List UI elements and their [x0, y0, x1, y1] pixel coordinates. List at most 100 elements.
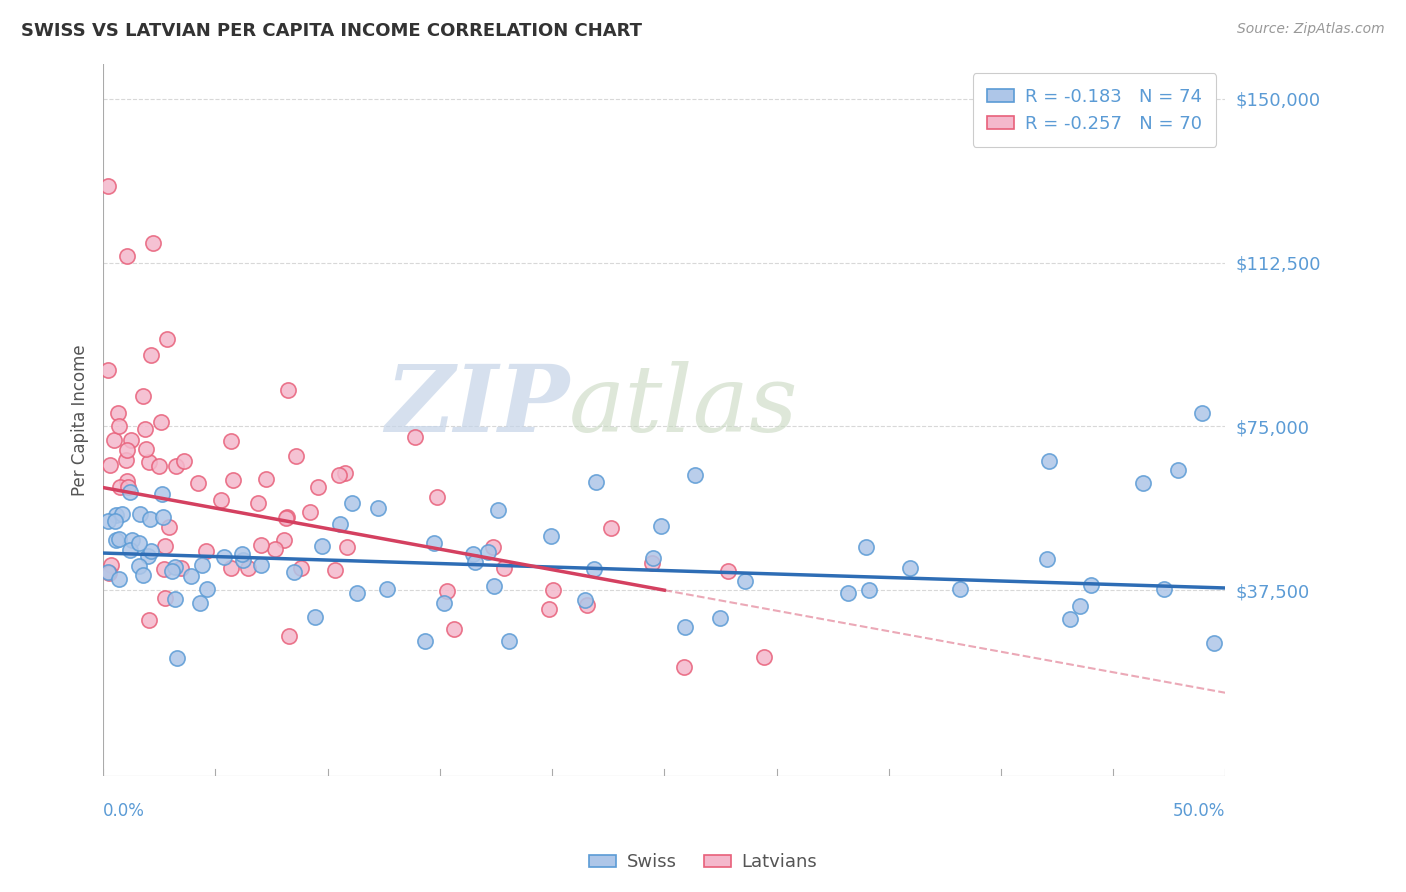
- Point: [191, 558, 214, 572]
- Point: [328, 467, 350, 482]
- Point: [858, 583, 880, 598]
- Point: [346, 586, 368, 600]
- Point: [375, 582, 398, 597]
- Point: [219, 561, 242, 575]
- Point: [170, 560, 193, 574]
- Point: [486, 503, 509, 517]
- Point: [855, 541, 877, 555]
- Point: [108, 572, 131, 586]
- Point: [673, 620, 696, 634]
- Point: [1080, 578, 1102, 592]
- Point: [139, 544, 162, 558]
- Point: [585, 475, 607, 490]
- Point: [423, 536, 446, 550]
- Point: [276, 510, 298, 524]
- Point: [135, 442, 157, 456]
- Point: [105, 533, 128, 548]
- Point: [97, 566, 120, 580]
- Point: [152, 561, 174, 575]
- Point: [173, 454, 195, 468]
- Point: [187, 476, 209, 491]
- Point: [250, 538, 273, 552]
- Point: [231, 547, 253, 561]
- Point: [120, 543, 142, 558]
- Point: [160, 564, 183, 578]
- Text: ZIP: ZIP: [385, 360, 569, 450]
- Point: [1035, 552, 1057, 566]
- Point: [537, 602, 560, 616]
- Point: [134, 422, 156, 436]
- Point: [837, 586, 859, 600]
- Point: [209, 492, 232, 507]
- Point: [340, 496, 363, 510]
- Point: [311, 539, 333, 553]
- Point: [307, 480, 329, 494]
- Point: [1038, 454, 1060, 468]
- Point: [443, 622, 465, 636]
- Point: [298, 505, 321, 519]
- Point: [1059, 612, 1081, 626]
- Point: [195, 582, 218, 597]
- Point: [97, 514, 120, 528]
- Point: [115, 475, 138, 489]
- Point: [481, 541, 503, 555]
- Point: [104, 514, 127, 528]
- Point: [277, 384, 299, 398]
- Point: [150, 415, 173, 429]
- Point: [138, 613, 160, 627]
- Point: [273, 533, 295, 547]
- Point: [600, 520, 623, 534]
- Point: [214, 549, 236, 564]
- Point: [155, 591, 177, 605]
- Point: [575, 598, 598, 612]
- Point: [97, 179, 120, 194]
- Text: 50.0%: 50.0%: [1173, 802, 1226, 820]
- Point: [194, 544, 217, 558]
- Point: [155, 539, 177, 553]
- Point: [898, 561, 921, 575]
- Point: [97, 362, 120, 376]
- Point: [278, 629, 301, 643]
- Point: [103, 433, 125, 447]
- Point: [734, 574, 756, 588]
- Point: [129, 507, 152, 521]
- Point: [482, 579, 505, 593]
- Point: [108, 480, 131, 494]
- Point: [165, 458, 187, 473]
- Point: [494, 561, 516, 575]
- Text: Source: ZipAtlas.com: Source: ZipAtlas.com: [1237, 22, 1385, 37]
- Point: [120, 434, 142, 448]
- Point: [413, 634, 436, 648]
- Point: [541, 583, 564, 598]
- Y-axis label: Per Capita Income: Per Capita Income: [72, 344, 89, 496]
- Point: [139, 511, 162, 525]
- Point: [148, 459, 170, 474]
- Point: [650, 518, 672, 533]
- Point: [461, 547, 484, 561]
- Point: [641, 551, 664, 566]
- Point: [232, 553, 254, 567]
- Point: [108, 533, 131, 547]
- Point: [540, 529, 562, 543]
- Point: [165, 591, 187, 606]
- Point: [117, 480, 139, 494]
- Point: [219, 434, 242, 449]
- Point: [1069, 599, 1091, 613]
- Point: [132, 567, 155, 582]
- Point: [709, 611, 731, 625]
- Point: [254, 472, 277, 486]
- Point: [121, 533, 143, 547]
- Point: [1167, 463, 1189, 477]
- Text: 0.0%: 0.0%: [103, 802, 145, 820]
- Point: [132, 389, 155, 403]
- Point: [717, 564, 740, 578]
- Point: [221, 473, 243, 487]
- Point: [285, 450, 308, 464]
- Point: [641, 556, 664, 570]
- Point: [1204, 636, 1226, 650]
- Point: [115, 453, 138, 467]
- Point: [582, 562, 605, 576]
- Point: [105, 508, 128, 523]
- Point: [290, 560, 312, 574]
- Point: [156, 332, 179, 346]
